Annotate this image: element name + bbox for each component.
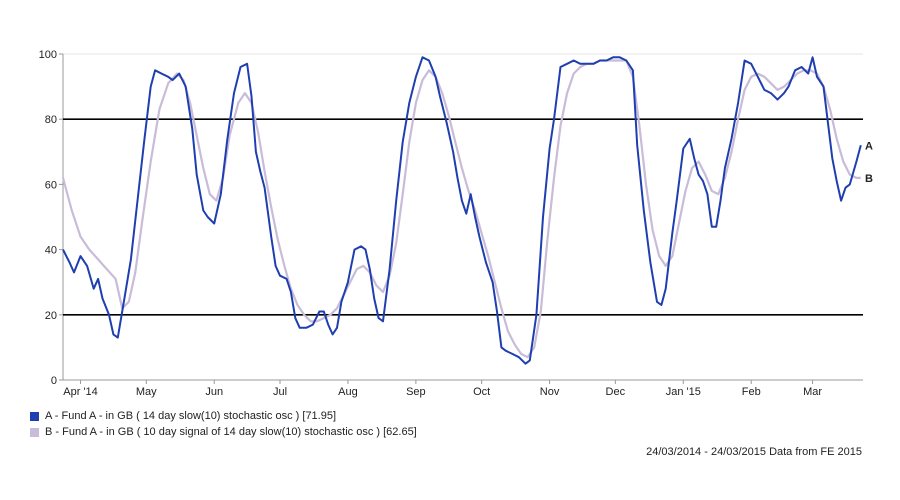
x-tick-label: Mar xyxy=(803,386,822,398)
x-tick-label: Apr '14 xyxy=(63,386,98,398)
y-tick-label: 0 xyxy=(51,375,57,387)
series-end-markers: AB xyxy=(865,140,873,185)
series-line-a xyxy=(62,56,862,365)
x-tick-label: Aug xyxy=(338,386,358,398)
y-tick-label: 40 xyxy=(45,245,57,257)
series-lines xyxy=(61,56,862,365)
legend: A - Fund A - in GB ( 14 day slow(10) sto… xyxy=(30,408,417,440)
y-tick-label: 100 xyxy=(39,49,57,61)
legend-label-a: A - Fund A - in GB ( 14 day slow(10) sto… xyxy=(45,410,337,422)
x-tick-label: Dec xyxy=(606,386,626,398)
legend-swatch-b xyxy=(30,427,39,437)
legend-item-a: A - Fund A - in GB ( 14 day slow(10) sto… xyxy=(30,408,417,424)
x-tick-label: May xyxy=(136,386,157,398)
series-line-b xyxy=(61,59,861,359)
legend-item-b: B - Fund A - in GB ( 10 day signal of 14… xyxy=(30,424,417,440)
x-tick-label: Oct xyxy=(473,386,490,398)
x-tick-label: Jul xyxy=(273,386,287,398)
series-end-marker-b: B xyxy=(865,173,873,185)
x-tick-label: Nov xyxy=(540,386,560,398)
x-tick-label: Sep xyxy=(406,386,426,398)
series-end-marker-a: A xyxy=(865,140,873,152)
x-axis: Apr '14 May Jun Jul Aug Sep Oct Nov Dec Jan '15 Fe… xyxy=(63,380,822,398)
x-tick-label: Jun xyxy=(205,386,223,398)
date-range-source-note: 24/03/2014 - 24/03/2015 Data from FE 201… xyxy=(646,446,862,458)
reference-lines xyxy=(63,118,863,316)
y-axis: 0 20 40 60 80 100 xyxy=(39,49,63,387)
y-tick-label: 60 xyxy=(45,179,57,191)
chart-canvas: 0 20 40 60 80 100 Apr '14 May Jun Jul Aug Sep Oct No… xyxy=(39,49,873,398)
legend-swatch-a xyxy=(30,411,39,421)
legend-label-b: B - Fund A - in GB ( 10 day signal of 14… xyxy=(45,426,417,438)
plot-frame xyxy=(62,53,863,381)
x-tick-label: Jan '15 xyxy=(666,386,701,398)
y-tick-label: 20 xyxy=(45,310,57,322)
x-tick-label: Feb xyxy=(742,386,761,398)
y-tick-label: 80 xyxy=(45,114,57,126)
